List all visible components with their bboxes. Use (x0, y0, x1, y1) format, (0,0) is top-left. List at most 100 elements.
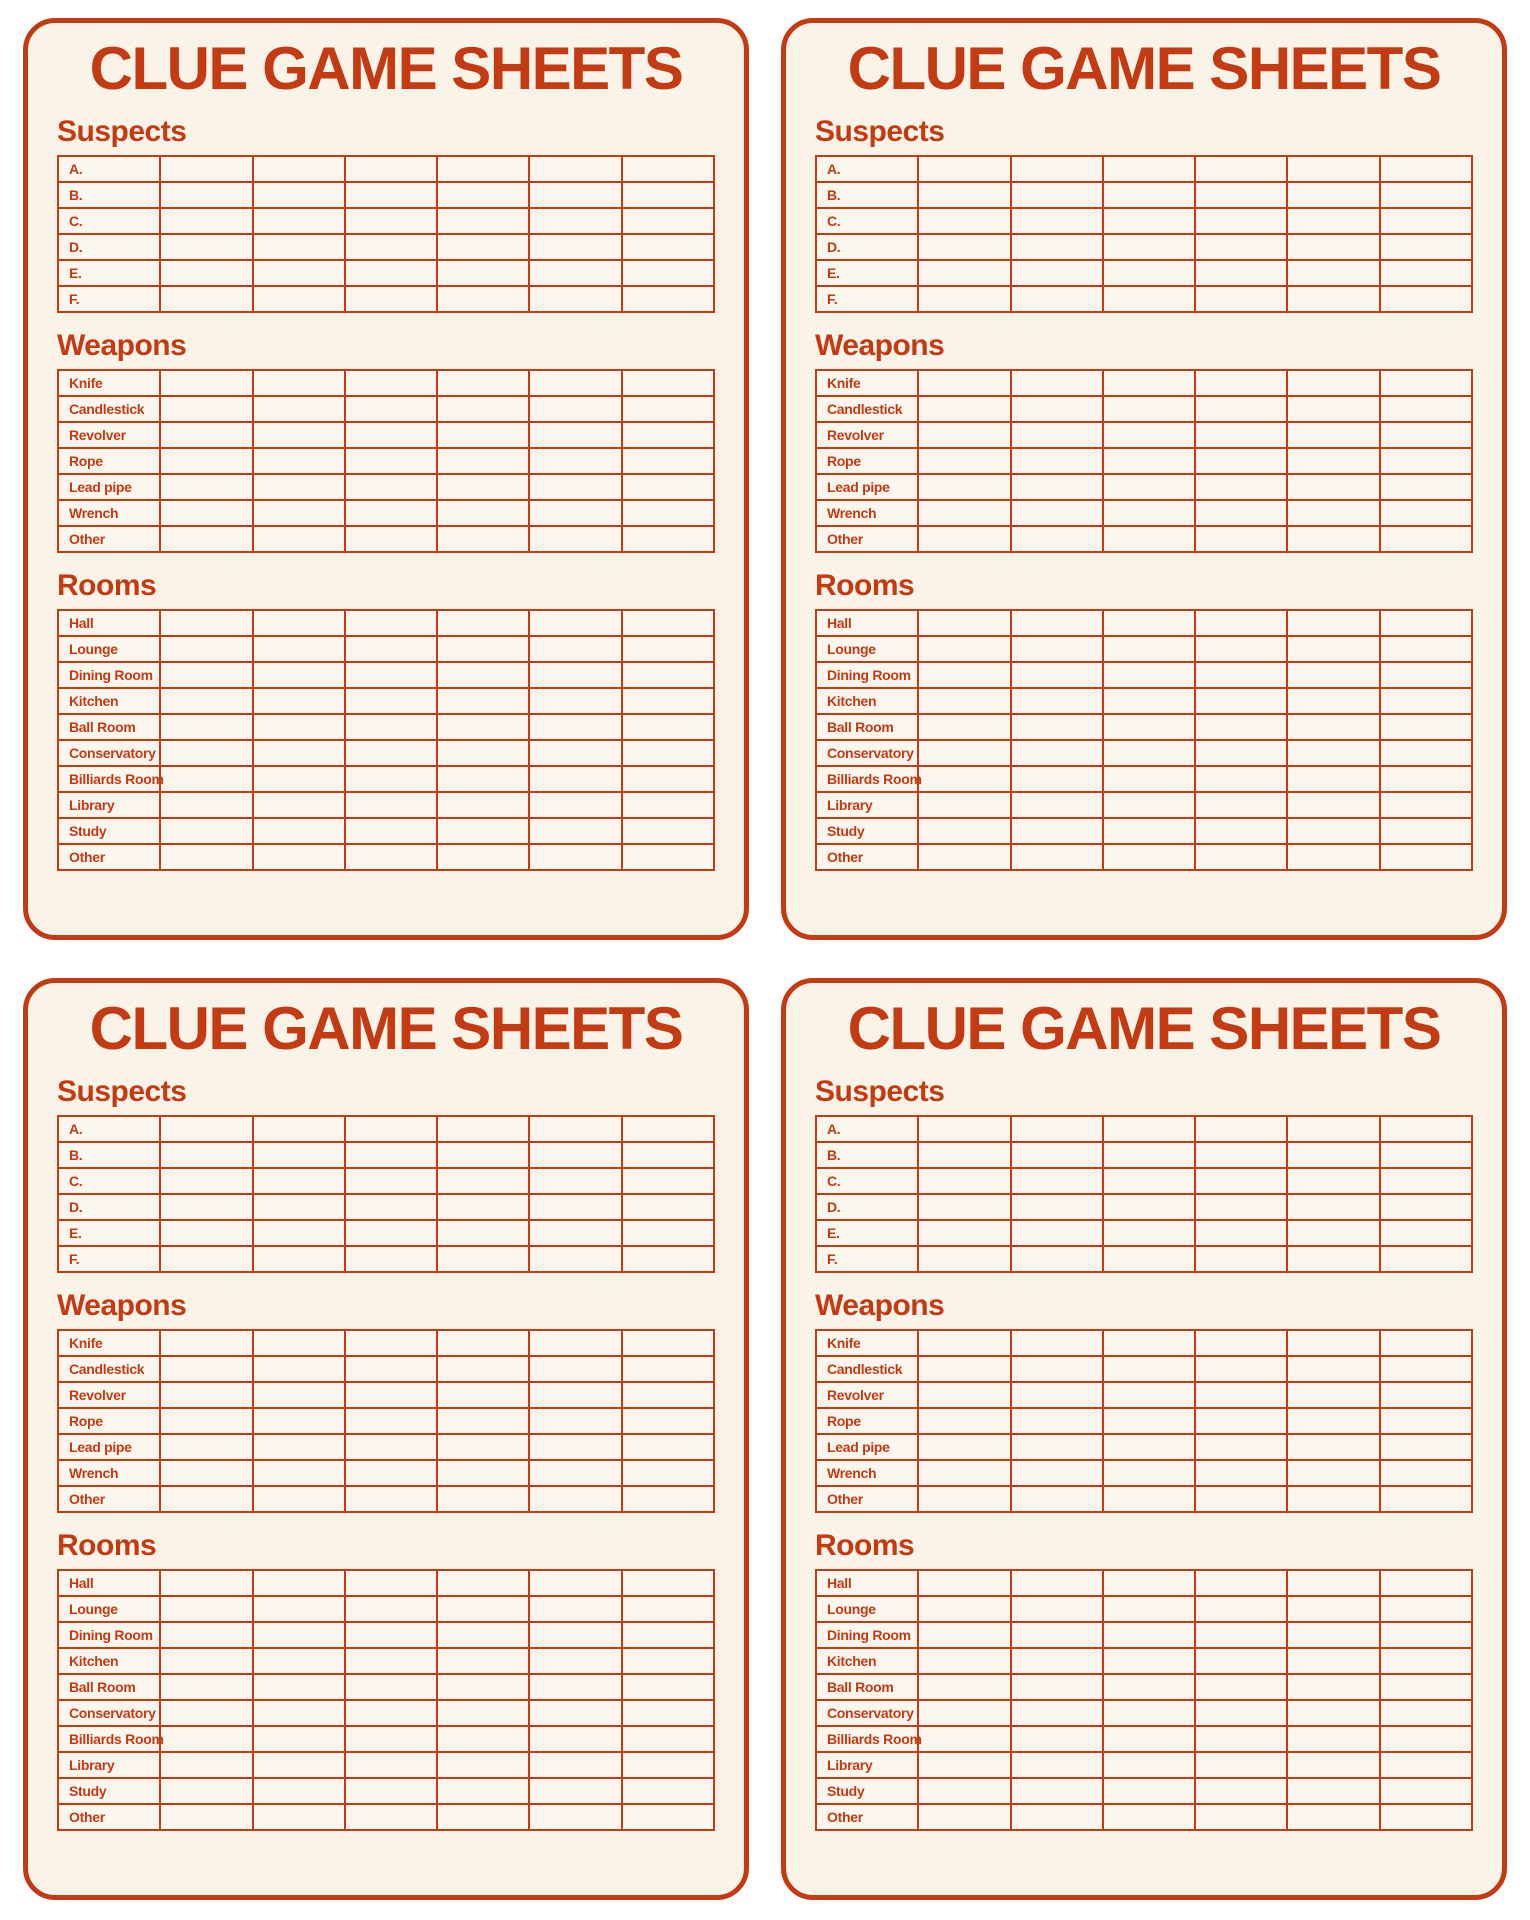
mark-cell[interactable] (1286, 609, 1381, 637)
mark-cell[interactable] (1009, 687, 1104, 715)
mark-cell[interactable] (343, 1647, 439, 1675)
mark-cell[interactable] (1101, 1777, 1197, 1805)
mark-cell[interactable] (917, 1647, 1012, 1675)
mark-cell[interactable] (251, 1673, 346, 1701)
mark-cell[interactable] (1286, 525, 1381, 553)
mark-cell[interactable] (343, 1459, 439, 1487)
mark-cell[interactable] (917, 421, 1012, 449)
mark-cell[interactable] (620, 1673, 716, 1701)
mark-cell[interactable] (620, 843, 716, 871)
mark-cell[interactable] (1101, 765, 1197, 793)
mark-cell[interactable] (159, 1725, 254, 1753)
mark-cell[interactable] (159, 713, 254, 741)
mark-cell[interactable] (1286, 1699, 1381, 1727)
mark-cell[interactable] (159, 395, 254, 423)
mark-cell[interactable] (436, 1595, 531, 1623)
mark-cell[interactable] (1286, 259, 1381, 287)
mark-cell[interactable] (159, 765, 254, 793)
mark-cell[interactable] (1101, 661, 1197, 689)
mark-cell[interactable] (1286, 1115, 1381, 1143)
mark-cell[interactable] (1009, 447, 1104, 475)
mark-cell[interactable] (1101, 1485, 1197, 1513)
mark-cell[interactable] (343, 1751, 439, 1779)
mark-cell[interactable] (1101, 1803, 1197, 1831)
mark-cell[interactable] (1378, 395, 1474, 423)
mark-cell[interactable] (528, 1219, 623, 1247)
mark-cell[interactable] (159, 609, 254, 637)
mark-cell[interactable] (1009, 1647, 1104, 1675)
mark-cell[interactable] (1286, 1647, 1381, 1675)
mark-cell[interactable] (1378, 609, 1474, 637)
mark-cell[interactable] (620, 1219, 716, 1247)
mark-cell[interactable] (528, 1569, 623, 1597)
mark-cell[interactable] (436, 1699, 531, 1727)
mark-cell[interactable] (620, 421, 716, 449)
mark-cell[interactable] (528, 713, 623, 741)
mark-cell[interactable] (1009, 661, 1104, 689)
mark-cell[interactable] (620, 395, 716, 423)
mark-cell[interactable] (620, 687, 716, 715)
mark-cell[interactable] (436, 1673, 531, 1701)
mark-cell[interactable] (159, 1621, 254, 1649)
mark-cell[interactable] (251, 1621, 346, 1649)
mark-cell[interactable] (1286, 687, 1381, 715)
mark-cell[interactable] (1009, 1621, 1104, 1649)
mark-cell[interactable] (343, 1115, 439, 1143)
mark-cell[interactable] (251, 687, 346, 715)
mark-cell[interactable] (1101, 609, 1197, 637)
mark-cell[interactable] (528, 843, 623, 871)
mark-cell[interactable] (917, 1459, 1012, 1487)
mark-cell[interactable] (917, 285, 1012, 313)
mark-cell[interactable] (159, 181, 254, 209)
mark-cell[interactable] (1286, 1381, 1381, 1409)
mark-cell[interactable] (1286, 369, 1381, 397)
mark-cell[interactable] (1009, 1193, 1104, 1221)
mark-cell[interactable] (251, 739, 346, 767)
mark-cell[interactable] (251, 609, 346, 637)
mark-cell[interactable] (436, 661, 531, 689)
mark-cell[interactable] (620, 1381, 716, 1409)
mark-cell[interactable] (343, 1167, 439, 1195)
mark-cell[interactable] (917, 1595, 1012, 1623)
mark-cell[interactable] (343, 1193, 439, 1221)
mark-cell[interactable] (1286, 843, 1381, 871)
mark-cell[interactable] (528, 1381, 623, 1409)
mark-cell[interactable] (343, 1485, 439, 1513)
mark-cell[interactable] (1009, 713, 1104, 741)
mark-cell[interactable] (159, 1595, 254, 1623)
mark-cell[interactable] (251, 1595, 346, 1623)
mark-cell[interactable] (528, 1777, 623, 1805)
mark-cell[interactable] (1378, 447, 1474, 475)
mark-cell[interactable] (159, 843, 254, 871)
mark-cell[interactable] (436, 285, 531, 313)
mark-cell[interactable] (343, 765, 439, 793)
mark-cell[interactable] (436, 817, 531, 845)
mark-cell[interactable] (528, 817, 623, 845)
mark-cell[interactable] (1101, 1621, 1197, 1649)
mark-cell[interactable] (1286, 1141, 1381, 1169)
mark-cell[interactable] (1194, 817, 1289, 845)
mark-cell[interactable] (343, 817, 439, 845)
mark-cell[interactable] (1378, 473, 1474, 501)
mark-cell[interactable] (917, 1245, 1012, 1273)
mark-cell[interactable] (159, 207, 254, 235)
mark-cell[interactable] (1009, 609, 1104, 637)
mark-cell[interactable] (1009, 421, 1104, 449)
mark-cell[interactable] (528, 687, 623, 715)
mark-cell[interactable] (343, 233, 439, 261)
mark-cell[interactable] (1101, 1167, 1197, 1195)
mark-cell[interactable] (1009, 1485, 1104, 1513)
mark-cell[interactable] (1101, 1699, 1197, 1727)
mark-cell[interactable] (436, 155, 531, 183)
mark-cell[interactable] (1378, 635, 1474, 663)
mark-cell[interactable] (528, 1167, 623, 1195)
mark-cell[interactable] (1101, 259, 1197, 287)
mark-cell[interactable] (620, 1777, 716, 1805)
mark-cell[interactable] (436, 739, 531, 767)
mark-cell[interactable] (528, 421, 623, 449)
mark-cell[interactable] (620, 1167, 716, 1195)
mark-cell[interactable] (343, 1699, 439, 1727)
mark-cell[interactable] (436, 687, 531, 715)
mark-cell[interactable] (436, 1777, 531, 1805)
mark-cell[interactable] (620, 1725, 716, 1753)
